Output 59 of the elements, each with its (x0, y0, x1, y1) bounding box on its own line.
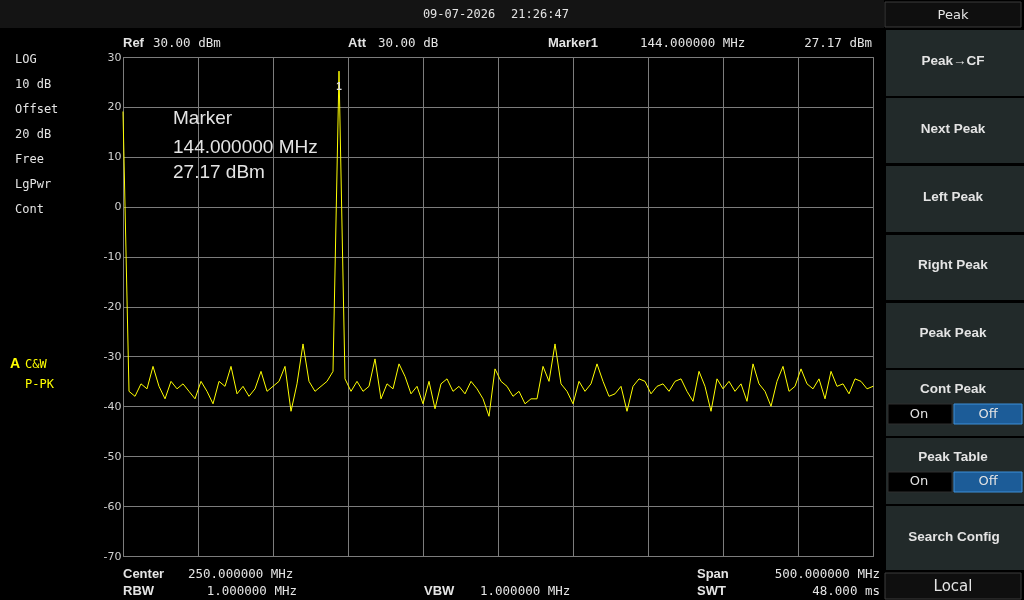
text: Next Peak (920, 121, 986, 136)
text: 48.000 ms (812, 583, 880, 598)
text: Free (15, 152, 44, 166)
text: 30.00 dBm (153, 35, 221, 50)
text: VBW (424, 583, 456, 598)
text: 27.17 dBm (804, 35, 872, 50)
annotation: Marker (173, 107, 233, 128)
text: Offset (15, 102, 59, 116)
text: 20 dB (15, 127, 52, 141)
text: 1.000000 MHz (206, 583, 297, 598)
text: On (909, 473, 929, 488)
text: Peak Table (918, 449, 989, 464)
y-tick-label: -40 (103, 399, 122, 413)
text: Att (348, 35, 367, 50)
text: Peak Peak (919, 325, 987, 340)
annotation: 27.17 dBm (173, 161, 265, 182)
text: 250.000000 MHz (188, 566, 294, 581)
text: Search Config (908, 529, 1000, 544)
text: Cont (15, 202, 44, 216)
text: Off (978, 473, 999, 488)
text: Right Peak (918, 257, 989, 272)
text: A (10, 355, 21, 371)
text: Ref (123, 35, 145, 50)
text: P-PK (25, 377, 55, 391)
y-tick-label: -50 (103, 449, 122, 463)
text: SWT (697, 583, 726, 598)
text: On (909, 406, 929, 421)
text: 10 dB (15, 77, 52, 91)
annotation: 1 (336, 81, 343, 93)
text: LOG (15, 52, 37, 66)
text: Left Peak (922, 189, 984, 204)
text: Center (123, 566, 165, 581)
text: 21:26:47 (511, 7, 569, 21)
text: LgPwr (15, 177, 52, 191)
text: Span (697, 566, 729, 581)
y-tick-label: 30 (107, 50, 122, 64)
y-tick-label: -70 (103, 549, 122, 563)
text: Peak (937, 7, 969, 22)
text: Marker1 (548, 35, 598, 50)
y-tick-label: 0 (114, 200, 122, 214)
text: 500.000000 MHz (774, 566, 880, 581)
text: 09-07-2026 (422, 7, 496, 21)
y-tick-label: -30 (103, 349, 122, 363)
y-tick-label: 10 (107, 150, 122, 164)
text: Local (933, 577, 973, 595)
line-series (122, 70, 874, 417)
text: Cont Peak (919, 381, 987, 396)
text: Off (978, 406, 999, 421)
text: Peak→CF (921, 53, 985, 68)
y-tick-label: -10 (103, 250, 122, 264)
y-tick-label: -60 (103, 499, 122, 513)
text: C&W (25, 357, 48, 371)
text: 1.000000 MHz (480, 583, 571, 598)
text: RBW (123, 583, 155, 598)
text: 144.000000 MHz (640, 35, 746, 50)
text: 30.00 dB (378, 35, 439, 50)
annotation: 144.000000 MHz (173, 136, 318, 157)
y-tick-label: 20 (107, 100, 122, 114)
y-tick-label: -20 (103, 300, 122, 313)
